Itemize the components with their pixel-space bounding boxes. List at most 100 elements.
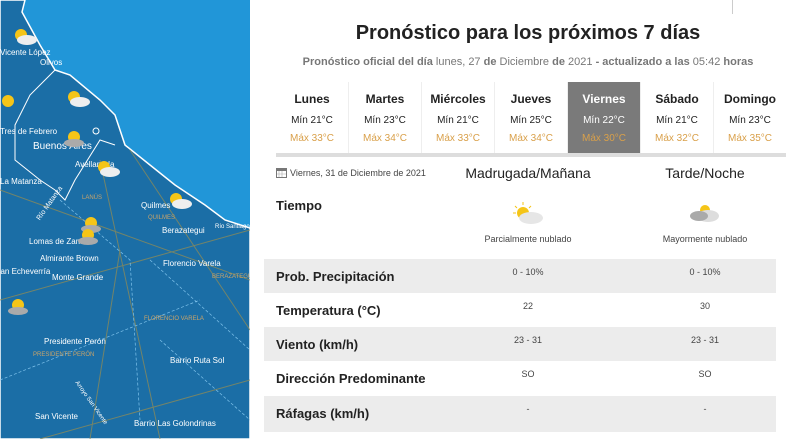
map-label-tres-de-febrero: Tres de Febrero bbox=[0, 127, 58, 136]
value-afternoon: SO bbox=[698, 369, 712, 379]
day-tab-martes[interactable]: Martes Mín 23°C Máx 34°C bbox=[349, 82, 422, 153]
value-afternoon: 30 bbox=[699, 301, 710, 311]
map-district-florencio-varela: FLORENCIO VARELA bbox=[144, 316, 204, 322]
issue-date: lunes, 27 bbox=[435, 56, 481, 68]
map-partly-cloudy-icon[interactable] bbox=[167, 192, 193, 210]
map-label-buenos-aires: Buenos Aires bbox=[33, 141, 92, 152]
subtitle-de: de bbox=[483, 56, 497, 68]
max-temp: Máx 30°C bbox=[581, 133, 626, 144]
map-label-rio-santiago: Río Santiago bbox=[215, 224, 250, 230]
min-temp: Mín 25°C bbox=[510, 115, 552, 126]
weather-description-afternoon: Mayormente nublado bbox=[662, 234, 748, 244]
max-temp: Máx 34°C bbox=[362, 133, 407, 144]
map-label-esteban-echeverria: Esteban Echeverría bbox=[0, 267, 51, 276]
divider bbox=[732, 0, 733, 14]
map-district-lanus: LANÚS bbox=[82, 195, 103, 201]
max-temp: Máx 32°C bbox=[654, 133, 699, 144]
day-tab-lunes[interactable]: Lunes Mín 21°C Máx 33°C bbox=[276, 82, 349, 153]
min-temp: Mín 23°C bbox=[729, 115, 771, 126]
subtitle-updated: - actualizado a las bbox=[595, 56, 690, 68]
min-temp: Mín 21°C bbox=[291, 115, 333, 126]
day-name: Viernes bbox=[582, 92, 626, 106]
row-label: Temperatura (°C) bbox=[276, 303, 381, 318]
row-wind-direction: Dirección Predominante SO SO bbox=[264, 361, 776, 395]
max-temp: Máx 35°C bbox=[727, 133, 772, 144]
issue-month: Diciembre bbox=[499, 56, 550, 68]
row-wind: Viento (km/h) 23 - 31 23 - 31 bbox=[264, 327, 776, 361]
tiempo-label: Tiempo bbox=[276, 198, 322, 213]
issue-year: 2021 bbox=[568, 56, 593, 68]
map-label-lomas-de-zamora: Lomas de Zamora bbox=[29, 237, 94, 246]
map-partly-cloudy-icon[interactable] bbox=[12, 28, 38, 46]
map-sunny-icon[interactable] bbox=[0, 92, 26, 110]
row-label: Dirección Predominante bbox=[276, 371, 426, 386]
selected-date: Viernes, 31 de Diciembre de 2021 bbox=[276, 167, 426, 178]
map-partly-cloudy-icon[interactable] bbox=[62, 130, 88, 148]
day-name: Jueves bbox=[510, 92, 552, 106]
update-time: 05:42 bbox=[692, 56, 721, 68]
forecast-map[interactable]: Olivos Vicente López Tres de Febrero Bue… bbox=[0, 0, 254, 440]
partly-cloudy-icon bbox=[513, 202, 543, 224]
map-label-berazategui: Berazategui bbox=[162, 226, 205, 235]
value-morning: 23 - 31 bbox=[513, 335, 543, 345]
calendar-icon bbox=[276, 168, 287, 178]
map-district-quilmes: QUILMES bbox=[148, 215, 176, 221]
map-district-presidente-peron: PRESIDENTE PERÓN bbox=[33, 352, 95, 358]
value-morning: 0 - 10% bbox=[512, 267, 544, 277]
value-afternoon: - bbox=[703, 404, 707, 414]
value-morning: - bbox=[526, 404, 530, 414]
row-temperature: Temperatura (°C) 22 30 bbox=[264, 293, 776, 327]
map-label-monte-grande: Monte Grande bbox=[52, 273, 104, 282]
map-label-olivos: Olivos bbox=[40, 58, 63, 67]
map-label-florencio-varela: Florencio Varela bbox=[163, 259, 221, 268]
forecast-subtitle: Pronóstico oficial del día lunes, 27 de … bbox=[250, 56, 800, 68]
map-label-vicente-lopez: Vicente López bbox=[0, 48, 51, 57]
min-temp: Mín 22°C bbox=[583, 115, 625, 126]
day-name: Sábado bbox=[655, 92, 699, 106]
column-header-morning: Madrugada/Mañana bbox=[465, 165, 591, 181]
map-partly-cloudy-icon[interactable] bbox=[95, 160, 121, 178]
map-label-barrio-ruta-sol: Barrio Ruta Sol bbox=[170, 356, 225, 365]
map-label-san-vicente: San Vicente bbox=[35, 412, 78, 421]
map-partly-cloudy-icon[interactable] bbox=[65, 90, 91, 108]
value-afternoon: 23 - 31 bbox=[690, 335, 720, 345]
map-label-avellaneda: Avellaneda bbox=[75, 160, 115, 169]
day-name: Domingo bbox=[724, 92, 776, 106]
day-tab-viernes[interactable]: Viernes Mín 22°C Máx 30°C bbox=[568, 82, 641, 153]
day-tab-miercoles[interactable]: Miércoles Mín 21°C Máx 33°C bbox=[422, 82, 495, 153]
row-precipitation: Prob. Precipitación 0 - 10% 0 - 10% bbox=[264, 259, 776, 293]
map-partly-cloudy-icon[interactable] bbox=[75, 228, 101, 246]
value-afternoon: 0 - 10% bbox=[689, 267, 721, 277]
value-morning: 22 bbox=[522, 301, 533, 311]
value-morning: SO bbox=[521, 369, 535, 379]
day-tab-jueves[interactable]: Jueves Mín 25°C Máx 34°C bbox=[495, 82, 568, 153]
subtitle-label: Pronóstico oficial del día bbox=[302, 56, 433, 68]
map-label-quilmes: Quilmes bbox=[141, 201, 171, 210]
weather-description-morning: Parcialmente nublado bbox=[484, 234, 572, 244]
map-label-la-matanza: La Matanza bbox=[0, 177, 42, 186]
day-tab-sabado[interactable]: Sábado Mín 21°C Máx 32°C bbox=[641, 82, 714, 153]
day-name: Lunes bbox=[294, 92, 330, 106]
row-label: Prob. Precipitación bbox=[276, 269, 395, 284]
day-name: Martes bbox=[365, 92, 405, 106]
min-temp: Mín 21°C bbox=[437, 115, 479, 126]
map-label-almirante-brown: Almirante Brown bbox=[40, 254, 99, 263]
row-gusts: Ráfagas (km/h) - - bbox=[264, 396, 776, 432]
mostly-cloudy-icon bbox=[690, 205, 719, 222]
min-temp: Mín 21°C bbox=[656, 115, 698, 126]
day-tabs: Lunes Mín 21°C Máx 33°C Martes Mín 23°C Máx … bbox=[276, 82, 786, 157]
column-header-afternoon: Tarde/Noche bbox=[665, 165, 745, 181]
map-district-berazategui: BERAZATEGUI bbox=[212, 274, 254, 280]
map-partly-cloudy-icon[interactable] bbox=[5, 298, 31, 316]
map-label-presidente-peron: Presidente Perón bbox=[44, 337, 106, 346]
row-label: Viento (km/h) bbox=[276, 337, 359, 352]
subtitle-horas: horas bbox=[723, 56, 754, 68]
row-label: Ráfagas (km/h) bbox=[276, 406, 370, 421]
selected-date-text: Viernes, 31 de Diciembre de 2021 bbox=[290, 167, 426, 178]
day-tab-domingo[interactable]: Domingo Mín 23°C Máx 35°C bbox=[714, 82, 786, 153]
max-temp: Máx 33°C bbox=[435, 133, 480, 144]
max-temp: Máx 33°C bbox=[289, 133, 334, 144]
subtitle-de2: de bbox=[552, 56, 565, 68]
max-temp: Máx 34°C bbox=[508, 133, 553, 144]
map-label-barrio-las-golondrinas: Barrio Las Golondrinas bbox=[134, 419, 216, 428]
